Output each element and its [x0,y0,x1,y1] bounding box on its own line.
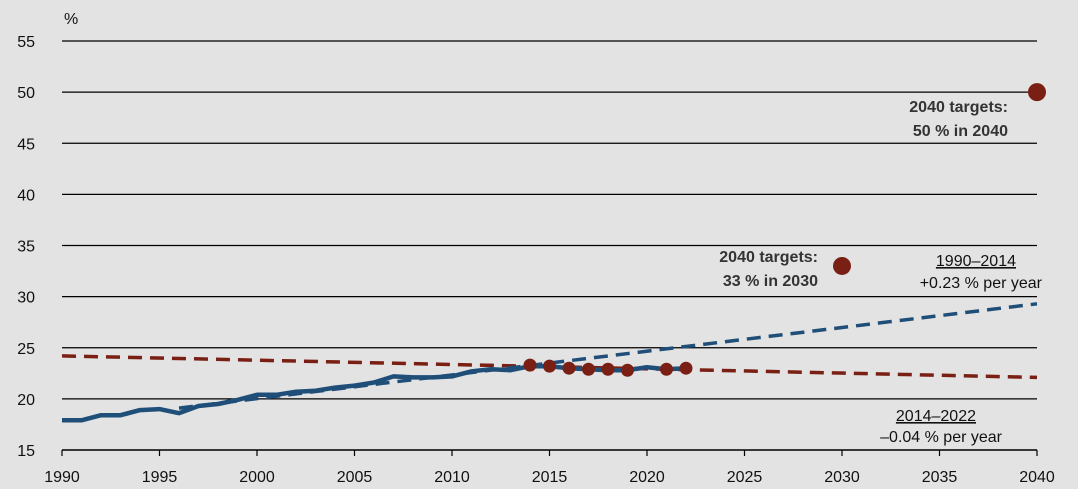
y-tick-label: 30 [17,290,35,307]
data-point-2021 [660,362,673,376]
y-axis-unit-label: % [64,11,78,28]
x-tick-label: 2030 [824,469,860,486]
data-point-2015 [543,359,556,373]
data-point-2016 [562,361,576,375]
annotation-target-2030-line1: 2040 targets: [719,249,818,266]
annotation-target-2040-line1: 2040 targets: [909,99,1008,116]
data-point-2014 [523,358,537,372]
x-tick-label: 2035 [922,469,958,486]
x-tick-label: 2005 [337,469,373,486]
y-tick-label: 55 [17,34,35,51]
data-point-2019 [621,363,634,377]
annotation-trend-1990-2014-line1: 1990–2014 [936,253,1016,270]
x-axis-ticks: 1990 1995 2000 2005 2010 2015 2020 2025 2030 2035… [44,450,1055,486]
x-tick-label: 2040 [1019,469,1055,486]
data-point-2018 [601,362,615,376]
y-axis-ticks: 15 20 25 30 35 40 45 50 55 [17,34,35,460]
annotation-trend-1990-2014-line2: +0.23 % per year [920,275,1043,292]
annotations: 2040 targets: 50 % in 2040 2040 targets:… [719,99,1042,446]
series-group [61,83,1046,423]
x-tick-label: 2010 [434,469,470,486]
y-tick-label: 40 [17,187,35,204]
x-tick-label: 2015 [532,469,568,486]
annotation-trend-2014-2022-line2: –0.04 % per year [880,429,1003,446]
annotation-target-2030-line2: 33 % in 2030 [723,273,818,290]
y-tick-label: 35 [17,239,35,256]
x-tick-label: 1995 [142,469,178,486]
annotation-trend-2014-2022-line1: 2014–2022 [896,408,976,425]
x-tick-label: 1990 [44,469,80,486]
target-point-2030 [833,256,851,275]
gridlines [62,40,1037,451]
target-point-2040 [1028,83,1046,102]
x-tick-label: 2025 [727,469,763,486]
x-tick-label: 2000 [239,469,275,486]
actual-share-line [62,363,687,423]
y-tick-label: 50 [17,85,35,102]
y-tick-label: 20 [17,392,35,409]
y-tick-label: 25 [17,341,35,358]
data-point-2017 [582,362,595,376]
x-tick-label: 2020 [629,469,665,486]
annotation-target-2040-line2: 50 % in 2040 [913,123,1008,140]
y-tick-label: 15 [17,443,35,460]
y-tick-label: 45 [17,136,35,153]
data-point-2022 [679,361,693,375]
